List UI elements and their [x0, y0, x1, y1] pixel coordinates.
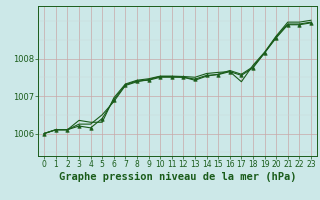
X-axis label: Graphe pression niveau de la mer (hPa): Graphe pression niveau de la mer (hPa) — [59, 172, 296, 182]
